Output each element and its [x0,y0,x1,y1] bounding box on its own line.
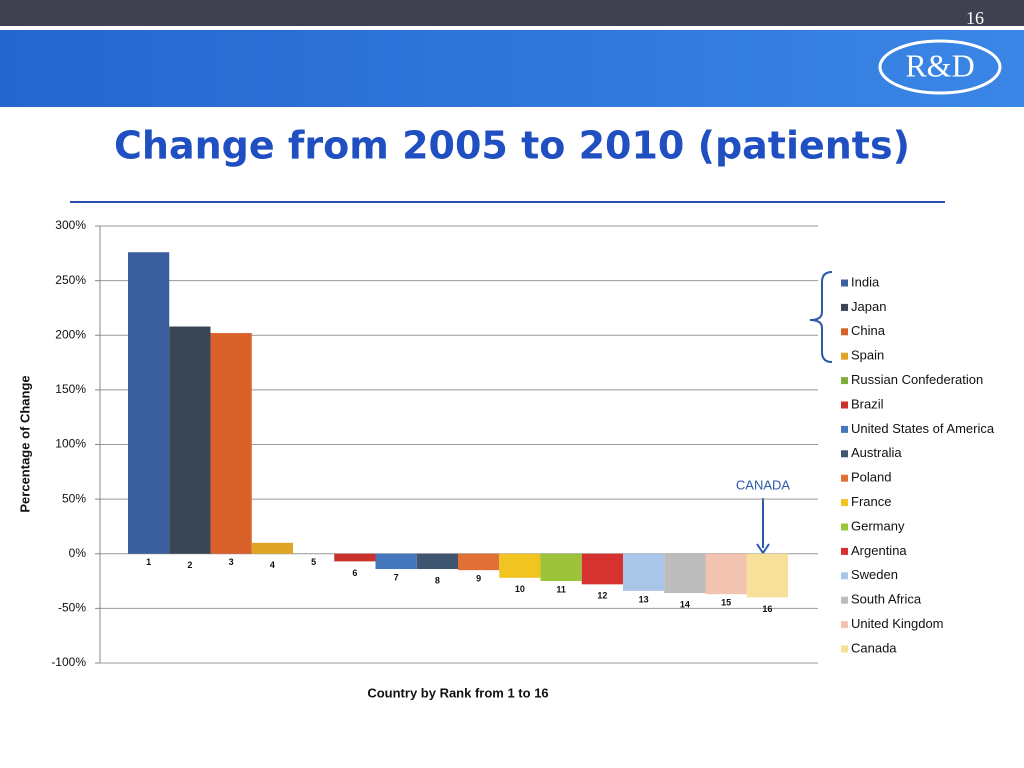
x-tick-label: 10 [515,584,525,594]
legend-label: Spain [851,348,884,363]
y-tick-label: -50% [58,601,86,615]
legend-swatch [841,279,848,287]
bar [623,553,665,591]
chart-title: Change from 2005 to 2010 (patients) [114,124,910,168]
legend-swatch [841,352,848,360]
legend-label: Japan [851,299,886,314]
legend-label: Russian Confederation [851,372,983,387]
bar [581,553,623,585]
bar [128,252,170,554]
legend-label: United States of America [851,421,995,436]
slide-number: 16 [966,8,984,28]
legend-label: Sweden [851,567,898,582]
y-tick-label: 250% [55,273,86,287]
header-bar [0,0,1024,26]
bar [251,542,293,554]
x-tick-label: 5 [311,557,316,567]
legend-brace [809,271,833,363]
y-tick-label: 0% [69,546,87,560]
legend-swatch [841,523,848,531]
x-tick-label: 13 [639,594,649,604]
x-tick-label: 2 [187,560,192,570]
x-tick-label: 8 [435,575,440,585]
legend-swatch [841,450,848,458]
logo: R&D [905,47,974,83]
y-tick-label: 150% [55,382,86,396]
legend-label: Australia [851,445,902,460]
y-tick-label: 300% [55,218,86,232]
bar [458,553,500,571]
y-tick-label: 50% [62,491,86,505]
legend-swatch [841,474,848,482]
legend-label: Poland [851,470,891,485]
legend-swatch [841,425,848,433]
bar [375,553,417,570]
legend-swatch [841,303,848,311]
bar [705,553,747,595]
x-tick-label: 9 [476,574,481,584]
annotation: CANADA [736,477,791,492]
x-tick-label: 1 [146,557,151,567]
x-tick-label: 15 [721,598,731,608]
x-tick-label: 11 [556,584,566,594]
legend-swatch [841,596,848,604]
legend-label: United Kingdom [851,616,944,631]
legend-label: France [851,494,891,509]
y-tick-label: 100% [55,437,86,451]
legend-swatch [841,645,848,653]
x-tick-label: 12 [597,591,607,601]
y-tick-label: -100% [51,655,86,669]
x-tick-label: 16 [762,604,772,614]
bar [334,553,376,562]
x-tick-label: 6 [352,568,357,578]
legend-swatch [841,572,848,580]
bar [210,333,252,554]
bar [746,553,788,598]
bar [540,553,582,582]
y-tick-label: 200% [55,327,86,341]
legend-label: Canada [851,640,897,655]
annotation-arrowhead [756,543,770,555]
x-axis-label: Country by Rank from 1 to 16 [367,685,548,700]
bar [416,553,458,570]
legend-swatch [841,401,848,409]
logo-ring [878,39,1002,95]
bar [499,553,541,578]
bar [169,326,211,554]
bar [664,553,706,594]
legend-swatch [841,621,848,629]
x-tick-label: 3 [229,557,234,567]
legend-swatch [841,499,848,507]
header-band [0,30,1024,107]
legend-label: China [851,323,886,338]
x-tick-label: 4 [270,560,275,570]
legend-swatch [841,328,848,336]
legend-label: Germany [851,518,905,533]
y-axis-label: Percentage of Change [17,375,32,512]
legend-label: Argentina [851,543,907,558]
legend-swatch [841,547,848,555]
legend-label: Brazil [851,396,884,411]
legend-label: South Africa [851,592,922,607]
x-tick-label: 7 [394,572,399,582]
legend-swatch [841,377,848,385]
x-tick-label: 14 [680,599,690,609]
legend-label: India [851,274,880,289]
